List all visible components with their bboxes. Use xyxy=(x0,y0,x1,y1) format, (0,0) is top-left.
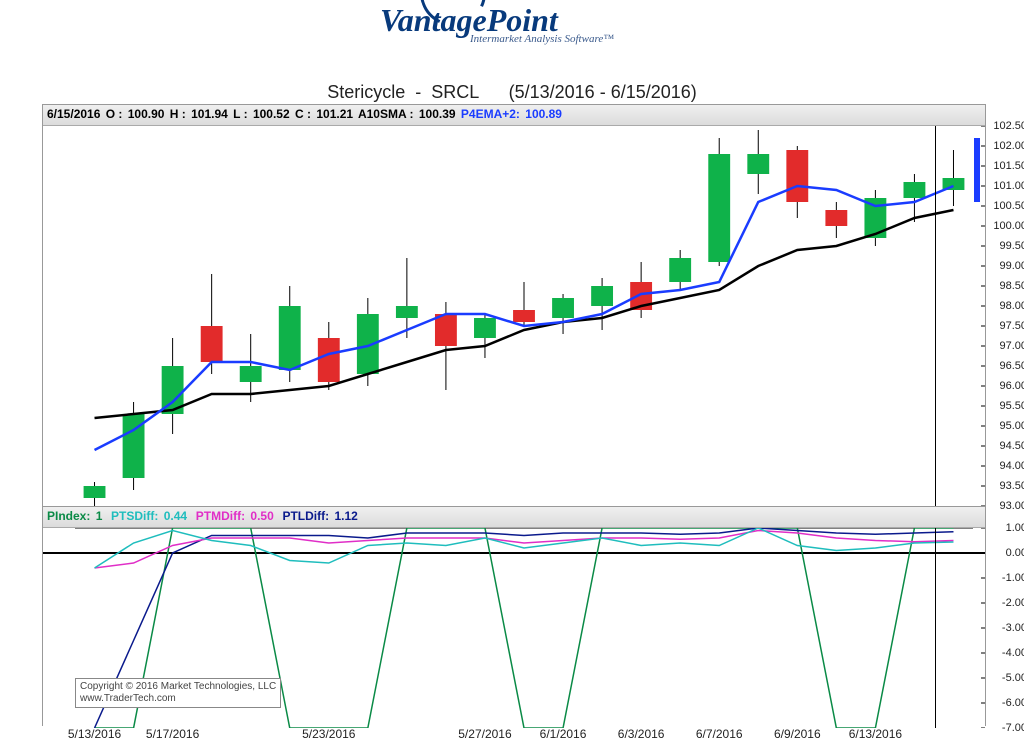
hdr-h: 101.94 xyxy=(191,107,228,121)
price-svg xyxy=(43,126,985,506)
ptsdiff-label: PTSDiff: xyxy=(111,509,162,523)
x-tick-label: 6/7/2016 xyxy=(696,727,743,741)
chart-frame: 6/15/2016 O : 100.90 H : 101.94 L : 100.… xyxy=(42,104,986,726)
hdr-o: 100.90 xyxy=(128,107,165,121)
vertical-cursor xyxy=(935,126,936,506)
ptldiff-val: 1.12 xyxy=(334,509,357,523)
x-tick-label: 5/13/2016 xyxy=(68,727,121,741)
ptmdiff-val: 0.50 xyxy=(250,509,273,523)
x-tick-label: 5/23/2016 xyxy=(302,727,355,741)
x-tick-label: 5/27/2016 xyxy=(458,727,511,741)
hdr-c-label: C : xyxy=(295,107,314,121)
hdr-h-label: H : xyxy=(170,107,189,121)
price-header: 6/15/2016 O : 100.90 H : 101.94 L : 100.… xyxy=(43,105,985,126)
x-tick-label: 6/13/2016 xyxy=(849,727,902,741)
logo: VantagePoint Intermarket Analysis Softwa… xyxy=(380,2,614,45)
pindex-label: PIndex: xyxy=(47,509,94,523)
title-symbol: SRCL xyxy=(431,82,478,102)
price-pane[interactable]: 93.0093.5094.0094.5095.0095.5096.0096.50… xyxy=(43,126,985,507)
hdr-c: 101.21 xyxy=(316,107,353,121)
hdr-o-label: O : xyxy=(106,107,126,121)
x-tick-label: 6/9/2016 xyxy=(774,727,821,741)
hdr-date: 6/15/2016 xyxy=(47,107,100,121)
hdr-p4ema-label: P4EMA+2: xyxy=(461,107,520,121)
copyright-line1: Copyright © 2016 Market Technologies, LL… xyxy=(80,681,276,693)
indicator-pane[interactable]: -7.00-6.00-5.00-4.00-3.00-2.00-1.000.001… xyxy=(43,528,985,728)
ptsdiff-val: 0.44 xyxy=(164,509,187,523)
hdr-l-label: L : xyxy=(233,107,251,121)
indicator-y-axis: -7.00-6.00-5.00-4.00-3.00-2.00-1.000.001… xyxy=(987,528,1024,728)
title-range: (5/13/2016 - 6/15/2016) xyxy=(509,82,697,102)
x-tick-label: 5/17/2016 xyxy=(146,727,199,741)
hdr-l: 100.52 xyxy=(253,107,290,121)
ptldiff-label: PTLDiff: xyxy=(282,509,332,523)
chart-title: Stericycle - SRCL (5/13/2016 - 6/15/2016… xyxy=(0,82,1024,103)
hdr-sma-label: A10SMA : xyxy=(358,107,417,121)
copyright-box: Copyright © 2016 Market Technologies, LL… xyxy=(75,678,281,708)
price-y-axis: 93.0093.5094.0094.5095.0095.5096.0096.50… xyxy=(987,126,1024,506)
x-axis: 5/13/2016 5/17/2016 5/23/2016 5/27/2016 6/1/… xyxy=(43,727,985,743)
hdr-p4ema: 100.89 xyxy=(525,107,562,121)
indicator-header: PIndex: 1 PTSDiff: 0.44 PTMDiff: 0.50 PT… xyxy=(43,507,985,528)
x-tick-label: 6/1/2016 xyxy=(540,727,587,741)
x-tick-label: 6/3/2016 xyxy=(618,727,665,741)
ptmdiff-label: PTMDiff: xyxy=(196,509,249,523)
hdr-sma: 100.39 xyxy=(419,107,456,121)
copyright-line2: www.TraderTech.com xyxy=(80,693,276,705)
title-name: Stericycle xyxy=(327,82,405,102)
vertical-cursor-2 xyxy=(935,528,936,728)
pindex-val: 1 xyxy=(96,509,103,523)
